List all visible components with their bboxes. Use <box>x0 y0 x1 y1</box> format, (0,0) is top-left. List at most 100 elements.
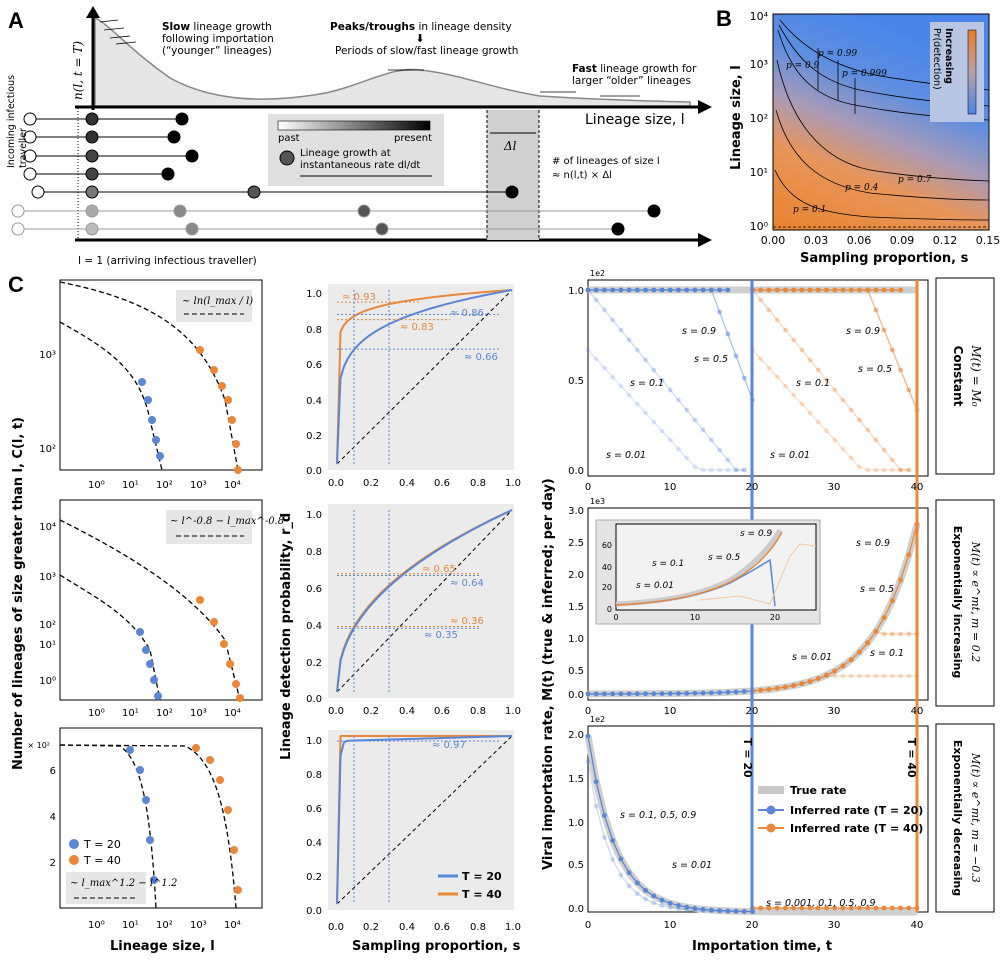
svg-text:s = 0.01: s = 0.01 <box>792 652 832 663</box>
bot-blue-001-pt <box>717 909 722 914</box>
left-point <box>126 746 134 754</box>
svg-text:0.8: 0.8 <box>470 478 486 489</box>
left-plot-2 <box>59 499 263 701</box>
svg-text:1.0: 1.0 <box>505 478 521 489</box>
mid-orange-05-pt <box>848 657 854 663</box>
top-blue-01-pt <box>700 427 706 433</box>
top-blue-01-pt <box>610 317 616 323</box>
top-orange-001-pt <box>799 401 805 407</box>
svg-text:0.4: 0.4 <box>399 922 415 933</box>
mid-orange-001-pt <box>774 685 780 691</box>
svg-text:1.5: 1.5 <box>568 774 584 785</box>
bot-blue-001-pt <box>602 835 607 840</box>
left-point <box>206 756 214 764</box>
row2-formula: M(t) ∝ e^mt, m = 0.2 <box>969 541 982 662</box>
left-point <box>232 680 240 688</box>
top-orange-01-pt <box>807 357 813 363</box>
top-blue-001-pt <box>634 401 640 407</box>
svg-text:10²: 10² <box>750 112 768 125</box>
svg-text:0.2: 0.2 <box>363 922 379 933</box>
left-point <box>226 660 234 668</box>
svg-text:s = 0.5: s = 0.5 <box>694 354 728 365</box>
svg-text:0.12: 0.12 <box>933 234 958 247</box>
bot-blue-001-pt <box>634 891 640 897</box>
top-blue-01-pt <box>684 407 690 413</box>
inset-ticks: 0 20 40 60 0 10 20 <box>602 541 780 622</box>
mid-orange-001-pt <box>906 673 912 679</box>
svg-text:≈ 0.66: ≈ 0.66 <box>464 352 498 363</box>
top-orange-01-pt <box>857 417 862 423</box>
top-blue-01-pt <box>667 387 673 393</box>
top-orange-001-pt <box>766 365 772 371</box>
top-orange-001-pt <box>758 356 764 362</box>
incoming-label-2: traveller <box>18 128 29 168</box>
row-title-box-2 <box>935 499 995 707</box>
contour-p09: p = 0.9 <box>786 61 820 71</box>
svg-text:s = 0.01: s = 0.01 <box>672 860 712 871</box>
svg-text:10¹: 10¹ <box>122 708 139 719</box>
delta-l-band <box>487 110 539 240</box>
top-blue-001-pt <box>618 383 624 389</box>
top-blue-05 <box>588 289 754 401</box>
top-blue-001-pt <box>708 467 714 473</box>
formula-mid: ~ l^-0.8 − l_max^-0.8 <box>170 516 284 527</box>
top-blue-001-pt <box>700 467 706 473</box>
svg-text:10¹: 10¹ <box>39 640 56 651</box>
svg-text:0.2: 0.2 <box>306 658 322 669</box>
bot-blue-001-pt <box>585 759 591 765</box>
left-point <box>224 396 232 404</box>
svg-text:0.0: 0.0 <box>328 706 344 717</box>
note-slow: Slow lineage growth <box>162 21 272 33</box>
mid-annot-blue: ≈ 0.86 ≈ 0.66 ≈ 0.64 ≈ 0.35 ≈ 0.97 <box>424 308 498 751</box>
svg-text:40: 40 <box>911 920 924 931</box>
svg-text:0.8: 0.8 <box>306 547 322 558</box>
lineage-density-curve <box>94 16 691 107</box>
svg-text:40: 40 <box>911 482 924 493</box>
svg-text:0.5: 0.5 <box>568 666 584 677</box>
top-orange-05 <box>752 289 918 411</box>
x-axis-arrowhead <box>698 100 712 114</box>
svg-text:0.0: 0.0 <box>306 466 322 477</box>
svg-text:10³: 10³ <box>190 708 207 719</box>
left-point <box>142 646 150 654</box>
blue-curve <box>336 735 513 905</box>
right-top-labels: s = 0.9 s = 0.5 s = 0.1 s = 0.01 s = 0.9… <box>606 326 892 461</box>
top-orange-001-pt <box>857 464 862 470</box>
svg-text:0.6: 0.6 <box>306 584 322 595</box>
vline-t20-label: T = 20 <box>741 738 754 778</box>
svg-text:10²: 10² <box>156 480 173 491</box>
mid-orange-05-pt <box>889 631 895 637</box>
mid-orange-001-pt <box>898 673 903 679</box>
mid-orange-05-pt <box>824 672 829 678</box>
svg-text:0.6: 0.6 <box>306 360 322 371</box>
formula-box-top <box>176 290 252 322</box>
svg-text:30: 30 <box>828 706 841 717</box>
svg-text:0.4: 0.4 <box>306 621 322 632</box>
top-blue-01-pt <box>634 347 640 353</box>
past-present-gradient <box>277 120 431 131</box>
svg-text:0.0: 0.0 <box>328 922 344 933</box>
left-point <box>144 396 152 404</box>
svg-text:s = 0.5: s = 0.5 <box>860 584 894 595</box>
svg-text:10: 10 <box>664 482 677 493</box>
svg-text:10²: 10² <box>156 708 173 719</box>
svg-text:0.0: 0.0 <box>568 690 584 701</box>
svg-text:10: 10 <box>664 920 677 931</box>
bot-blue <box>587 735 753 913</box>
top-orange-001-pt <box>889 467 895 473</box>
svg-text:s = 0.1, 0.5, 0.9: s = 0.1, 0.5, 0.9 <box>620 810 696 821</box>
top-blue-001-pt <box>741 467 747 473</box>
right-mid-labels: s = 0.9 s = 0.5 s = 0.01 s = 0.1 <box>792 538 904 663</box>
svg-text:0.4: 0.4 <box>399 706 415 717</box>
mid-orange-001 <box>752 675 917 692</box>
svg-text:10²: 10² <box>39 620 56 631</box>
legend-circle <box>279 150 295 166</box>
top-orange-01-pt <box>840 397 846 403</box>
top-orange-001-pt <box>848 455 854 461</box>
top-orange-01-pt <box>791 337 797 343</box>
legend-growth-2: instantaneous rate dl/dt <box>300 160 420 171</box>
vline-t40-label: T = 40 <box>905 738 918 778</box>
svg-text:≈ 0.65: ≈ 0.65 <box>422 564 456 575</box>
svg-text:10⁰: 10⁰ <box>39 676 56 687</box>
top-blue-01-pt <box>626 337 632 343</box>
